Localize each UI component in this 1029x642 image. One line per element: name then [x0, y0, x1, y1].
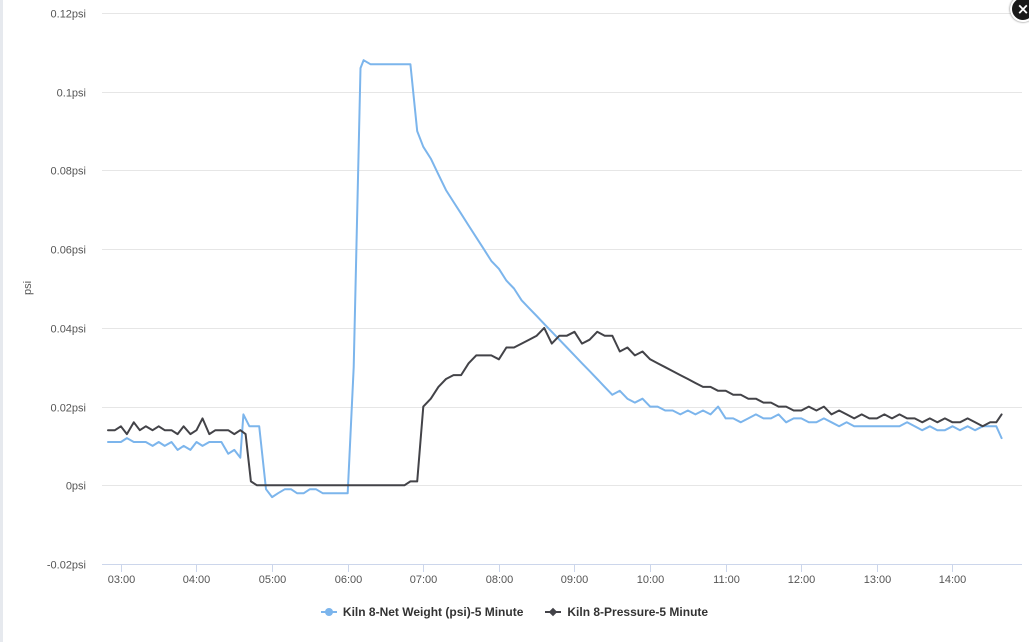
diamond-marker-icon: [545, 607, 562, 617]
series-line-pressure[interactable]: [107, 326, 1003, 487]
legend-item-pressure[interactable]: Kiln 8-Pressure-5 Minute: [545, 602, 708, 622]
legend-item-net-weight[interactable]: Kiln 8-Net Weight (psi)-5 Minute: [320, 602, 524, 622]
legend: Kiln 8-Net Weight (psi)-5 Minute Kiln 8-…: [0, 602, 1029, 622]
x-tick-label: 07:00: [410, 574, 438, 586]
circle-marker-icon: [320, 607, 337, 617]
y-tick-label: 0.02psi: [51, 403, 86, 415]
x-tick-label: 12:00: [788, 574, 816, 586]
close-button[interactable]: ×: [1010, 0, 1029, 22]
x-tick-label: 09:00: [561, 574, 589, 586]
window-edge: [0, 0, 3, 642]
y-tick-label: 0.04psi: [51, 324, 86, 336]
y-tick-label: 0.06psi: [51, 245, 86, 257]
series-line-net-weight[interactable]: [107, 59, 1003, 499]
grid-lines: [102, 13, 1022, 565]
x-tick-label: 13:00: [864, 574, 892, 586]
x-tick-label: 05:00: [259, 574, 287, 586]
x-tick-label: 10:00: [637, 574, 665, 586]
x-tick-label: 11:00: [713, 574, 740, 586]
x-tick-label: 08:00: [486, 574, 514, 586]
y-tick-label: -0.02psi: [47, 560, 86, 572]
legend-label-net-weight: Kiln 8-Net Weight (psi)-5 Minute: [342, 605, 524, 619]
x-tick-label: 06:00: [335, 574, 363, 586]
x-tick-label: 04:00: [183, 574, 211, 586]
y-axis-title: psi: [22, 281, 34, 295]
y-tick-label: 0.12psi: [51, 9, 86, 21]
y-tick-label: 0psi: [66, 481, 86, 493]
y-tick-label: 0.08psi: [51, 166, 86, 178]
y-axis-ticks: -0.02psi 0psi 0.02psi 0.04psi 0.06psi 0.08psi…: [47, 9, 86, 572]
y-tick-label: 0.1psi: [57, 88, 86, 100]
x-axis-ticks: 03:00 04:00 05:00 06:00 07:00 08:00 09:00 10:00…: [108, 564, 967, 586]
x-tick-label: 03:00: [108, 574, 136, 586]
legend-label-pressure: Kiln 8-Pressure-5 Minute: [567, 605, 709, 619]
series-lines: [107, 59, 1003, 499]
x-tick-label: 14:00: [939, 574, 967, 586]
